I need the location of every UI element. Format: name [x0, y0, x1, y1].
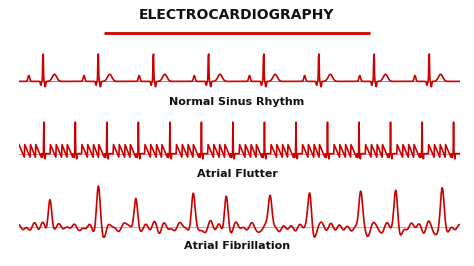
Text: Normal Sinus Rhythm: Normal Sinus Rhythm	[169, 97, 305, 107]
Text: Atrial Fibrillation: Atrial Fibrillation	[184, 241, 290, 251]
Text: ELECTROCARDIOGRAPHY: ELECTROCARDIOGRAPHY	[139, 8, 335, 22]
Text: Atrial Flutter: Atrial Flutter	[197, 169, 277, 179]
